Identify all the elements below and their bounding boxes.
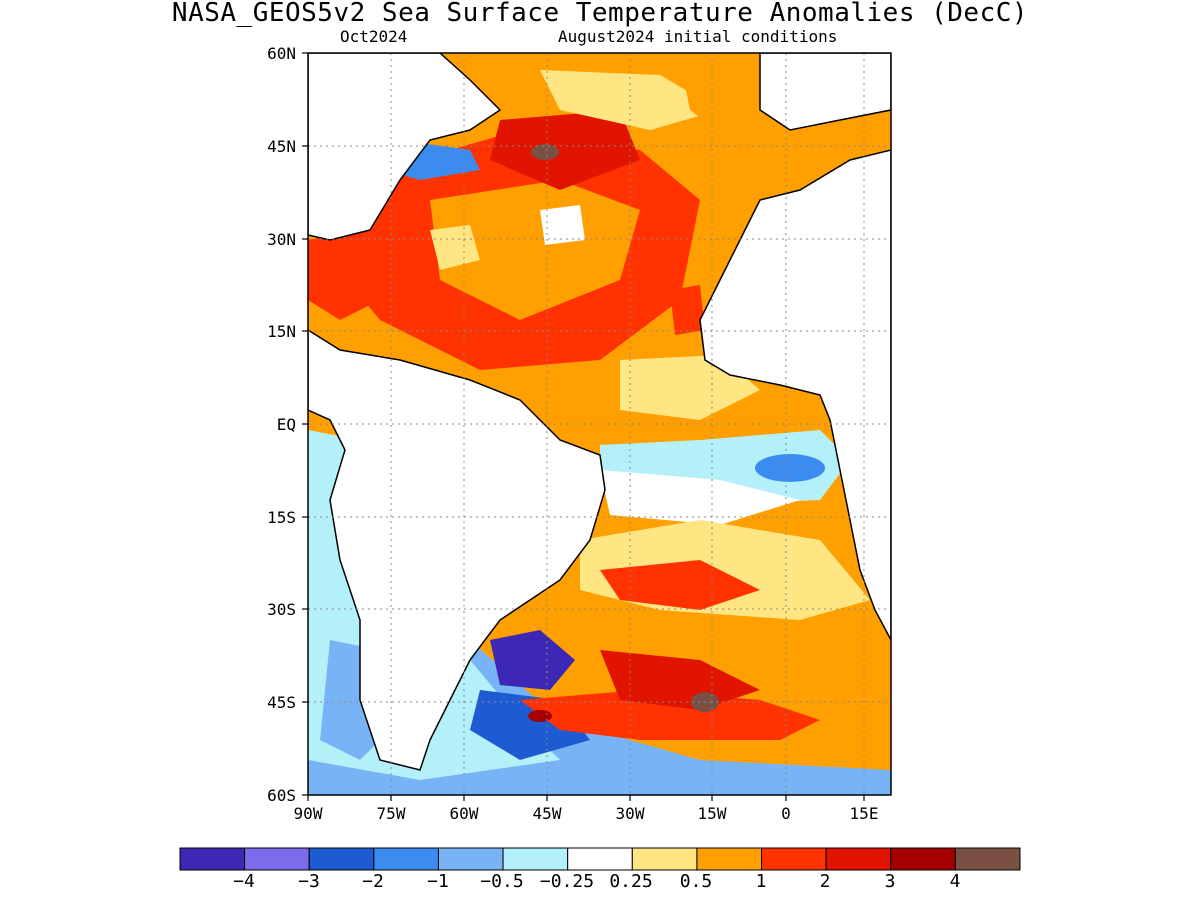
lon-label-60w: 60W [449,804,479,823]
anomaly-region-gulf-of-mexico-warm [308,230,380,320]
lat-label-eq: EQ [276,415,296,434]
lat-label-45n: 45N [267,137,296,156]
colorbar-swatch [954,847,1021,871]
initial-conditions-label: August2024 initial conditions [558,27,838,46]
colorbar-swatch [502,847,569,871]
lon-label-15e: 15E [849,804,879,823]
colorbar-swatch [890,847,956,871]
colorbar-swatch [244,847,310,871]
colorbar-swatch [696,847,763,871]
lon-label-30w: 30W [615,804,645,823]
colorbar-swatch [825,847,892,871]
colorbar-label: 3 [884,871,896,892]
lat-label-15s: 15S [267,508,296,527]
anomaly-region-south-warm-band [520,690,820,740]
colorbar-swatch [308,847,375,871]
colorbar-label: 0.5 [679,871,713,892]
anomaly-field [308,53,891,795]
colorbar-label: −0.25 [539,871,595,892]
lat-label-30s: 30S [267,600,296,619]
colorbar-swatch [631,847,698,871]
colorbar-swatch [437,847,504,871]
lon-label-75w: 75W [376,804,406,823]
lon-label-15w: 15W [697,804,727,823]
colorbar-label: −3 [298,871,320,892]
land-africa [699,149,891,641]
land-south-america [308,329,606,771]
land-europe [759,53,891,131]
lat-label-60n: 60N [267,44,296,63]
colorbar-swatch [761,847,827,871]
colorbar-swatch [373,847,439,871]
lat-label-60s: 60S [267,786,296,805]
colorbar-label: 2 [819,871,831,892]
forecast-month-label: Oct2024 [340,27,408,46]
colorbar-label: −0.5 [480,871,524,892]
lon-label-0: 0 [781,804,791,823]
lat-label-15n: 15N [267,322,296,341]
colorbar-label: 1 [755,871,767,892]
colorbar-label: 0.25 [609,871,653,892]
lon-label-45w: 45W [532,804,562,823]
colorbar-label: −4 [233,871,255,892]
colorbar-label: −2 [362,871,384,892]
lat-label-45s: 45S [267,693,296,712]
anomaly-region-brazil-current-cold [490,630,575,690]
colorbar-swatch [567,847,633,871]
anomaly-region-south-warm-core [600,650,760,710]
axis-ticks [302,52,865,801]
colorbar-label: −1 [427,871,449,892]
colorbar [179,847,1021,871]
lat-label-30n: 30N [267,230,296,249]
graticule [308,53,891,795]
map-title: NASA_GEOS5v2 Sea Surface Temperature Ano… [171,0,1029,28]
lon-label-90w: 90W [293,804,323,823]
colorbar-swatch [179,847,246,871]
colorbar-label: 4 [949,871,961,892]
